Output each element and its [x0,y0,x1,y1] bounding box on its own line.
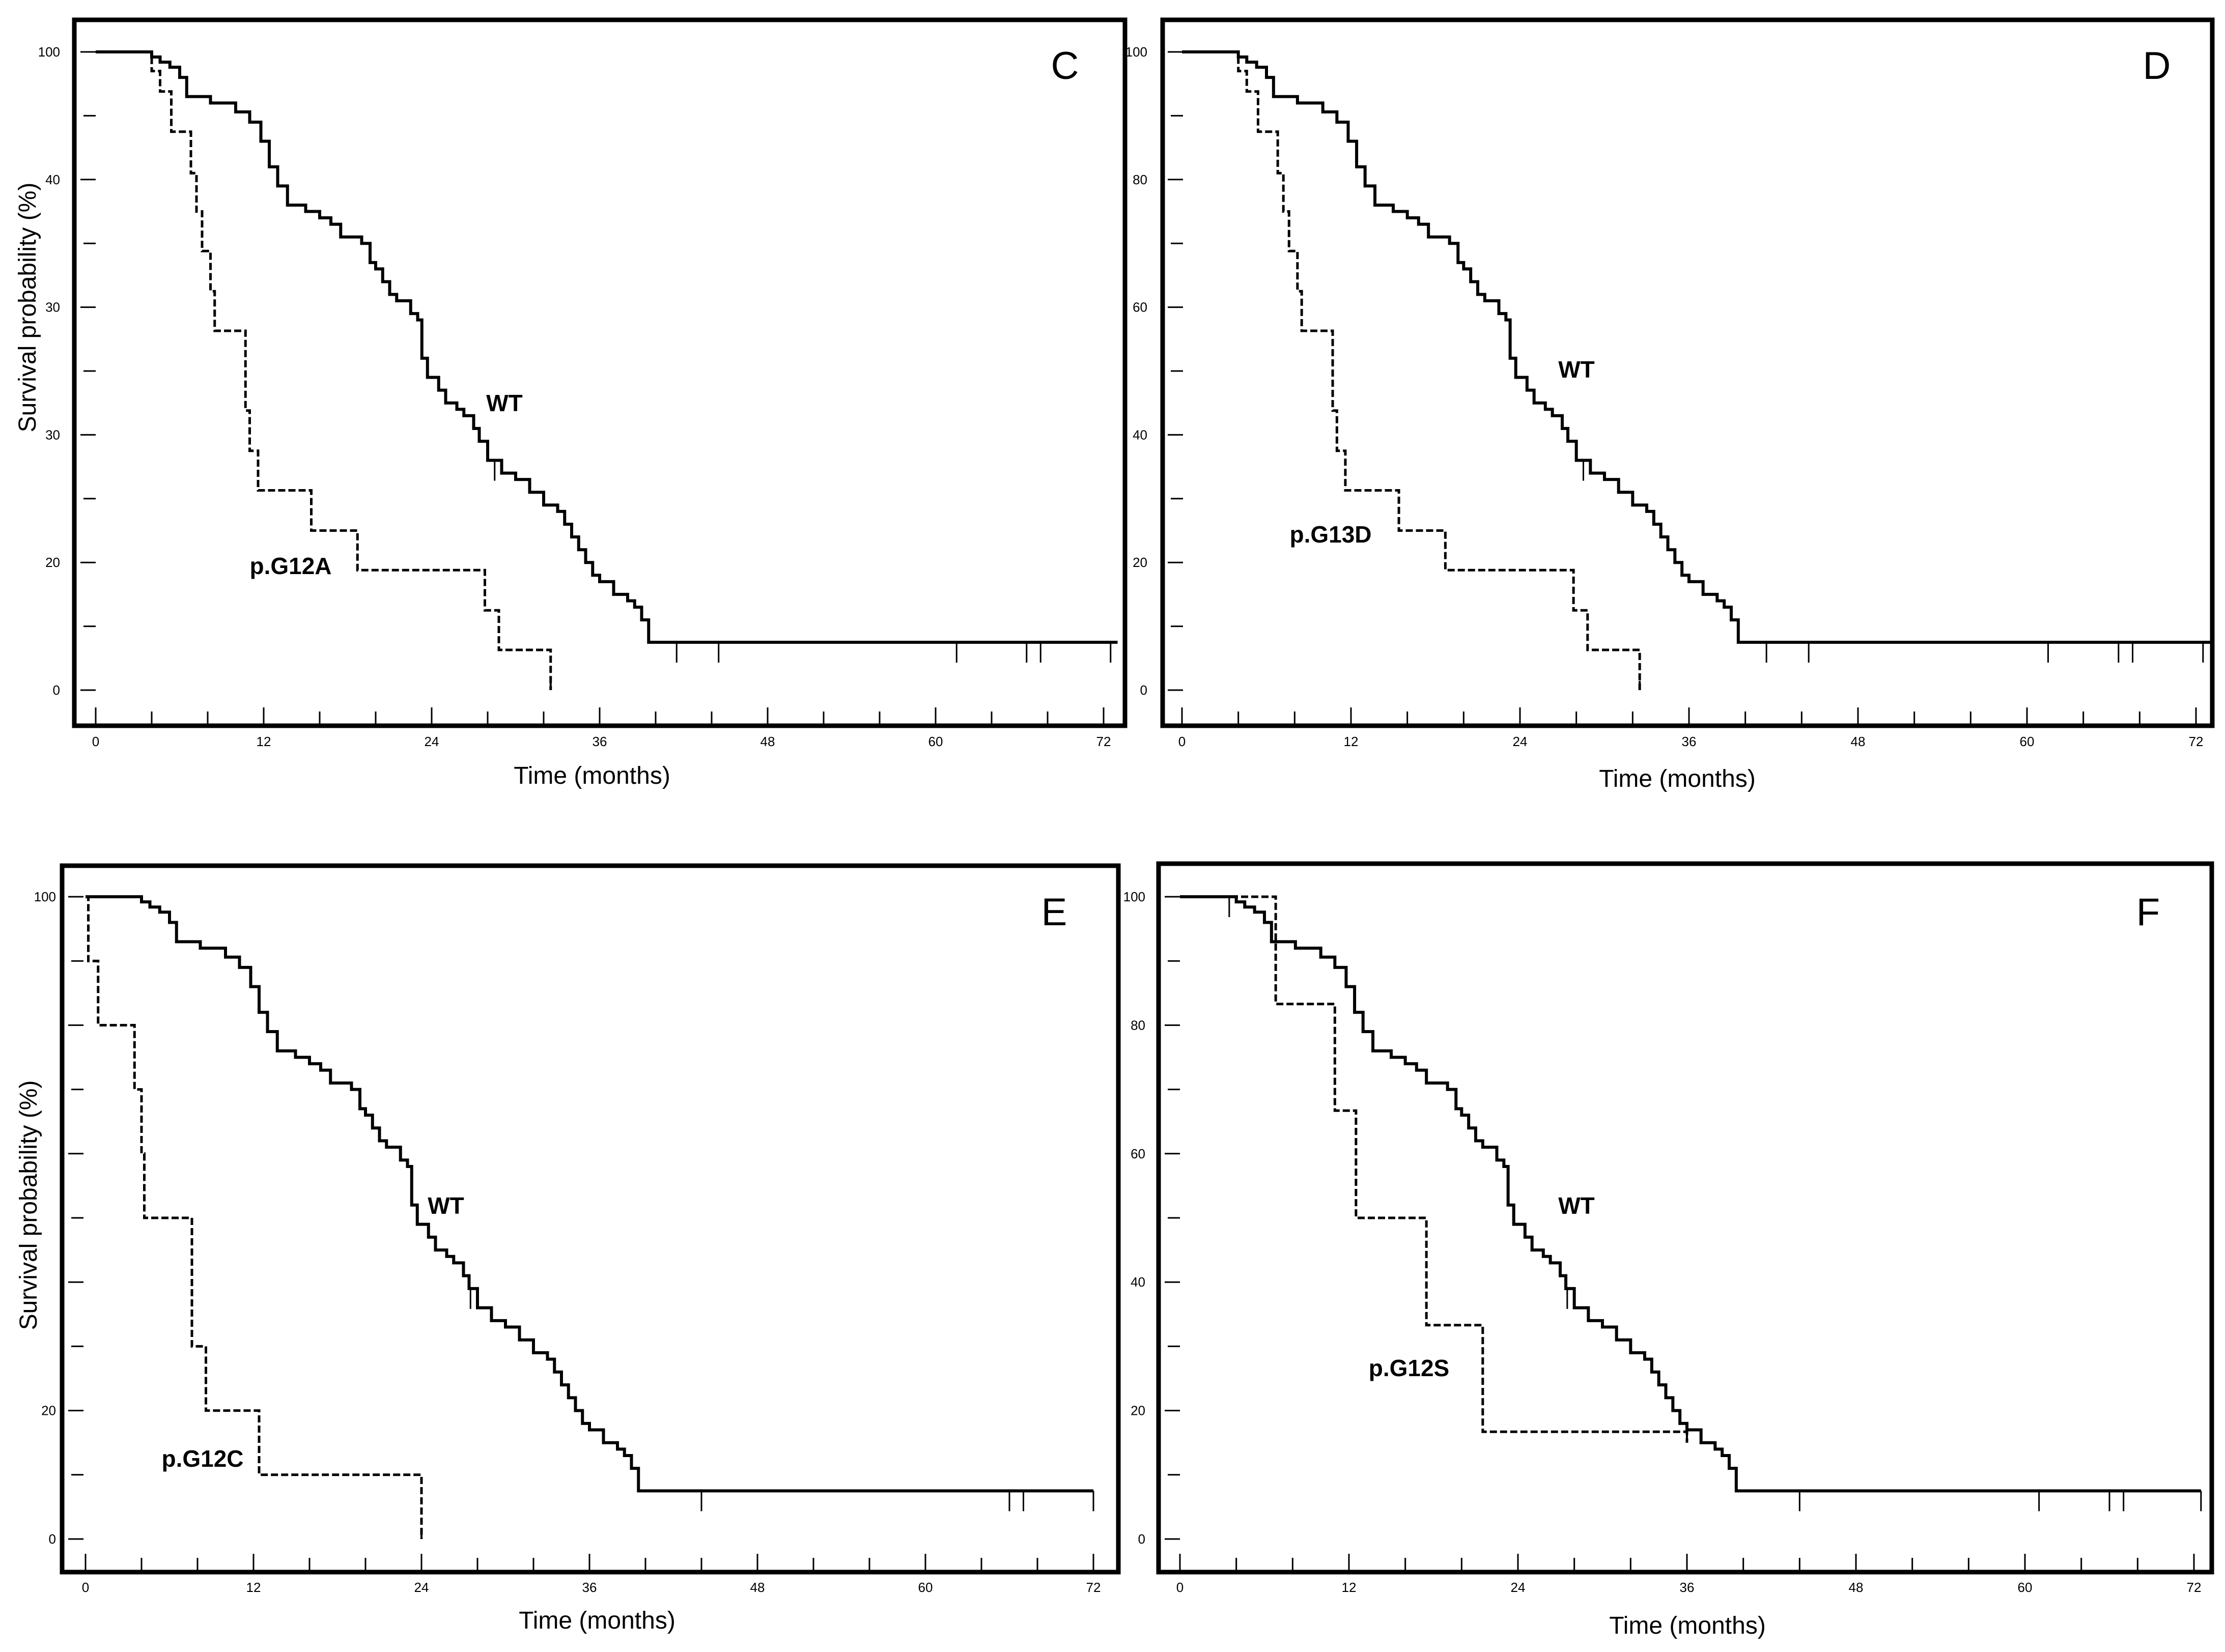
panel-letter-d: D [2143,44,2171,88]
x-tick-label: 72 [2189,734,2204,749]
x-tick-label: 0 [1178,734,1186,749]
y-tick-label: 0 [53,682,60,698]
x-tick-label: 72 [2187,1580,2202,1595]
survival-curve-wt [86,895,1093,1493]
x-tick-label: 12 [257,734,271,749]
x-tick-label: 72 [1086,1580,1101,1595]
x-tick-label: 24 [414,1580,429,1595]
x-tick-label: 12 [246,1580,261,1595]
survival-curve-pg12c [86,895,423,1539]
x-tick-label: 36 [593,734,607,749]
x-tick-label: 0 [92,734,99,749]
x-tick-label: 36 [1680,1580,1695,1595]
series-label-wt: WT [1558,356,1595,383]
x-axis-ticks: 0 12 24 36 48 60 72 [92,707,1111,749]
y-tick-label: 20 [45,555,60,570]
survival-curves [1180,895,2202,1512]
plot-frame [1156,861,2214,1575]
y-tick-label: 0 [49,1531,56,1547]
y-tick-label: 30 [45,300,60,315]
y-tick-label: 100 [38,44,60,60]
series-label-mutant: p.G12C [161,1445,243,1472]
series-label-mutant: p.G12S [1369,1355,1450,1381]
x-tick-label: 48 [750,1580,765,1595]
x-tick-label: 60 [2020,734,2035,749]
y-tick-label: 100 [34,889,56,904]
x-tick-label: 12 [1344,734,1359,749]
y-tick-label: 30 [45,427,60,442]
y-axis-title: Survival probability (%) [14,183,41,433]
x-axis-title: Time (months) [514,762,670,789]
survival-curves [86,895,1094,1539]
panel-letter-c: C [1051,44,1079,88]
panel-c: 0 20 30 30 40 100 0 12 24 36 48 60 72 Time (months)… [14,17,1128,789]
panel-d: 0 20 40 60 80 100 0 12 24 36 48 60 72 Time (months)… [1125,17,2215,792]
x-tick-label: 60 [2018,1580,2033,1595]
y-tick-label: 60 [1133,300,1147,315]
x-axis-title: Time (months) [1609,1612,1766,1639]
x-axis-title: Time (months) [519,1607,675,1634]
x-tick-label: 0 [1176,1580,1184,1595]
series-label-wt: WT [1558,1192,1595,1219]
y-axis-ticks: 0 20 100 [34,889,83,1547]
y-tick-label: 0 [1138,1531,1145,1547]
y-tick-label: 40 [45,172,60,187]
panel-e: 0 20 100 0 12 24 36 48 60 72 Time (months) Survi… [15,863,1121,1634]
y-tick-label: 100 [1125,44,1147,60]
y-tick-label: 20 [1133,555,1147,570]
y-tick-label: 100 [1123,889,1145,904]
series-label-wt: WT [486,390,523,416]
x-axis-ticks: 0 12 24 36 48 60 72 [1176,1554,2202,1595]
survival-curve-pg12s [1180,895,1688,1443]
panel-f: 0 20 40 60 80 100 0 12 24 36 48 60 72 Time (months)… [1123,861,2214,1639]
x-axis-title: Time (months) [1599,765,1756,792]
y-tick-label: 20 [41,1403,56,1418]
x-tick-label: 24 [425,734,439,749]
y-tick-label: 20 [1131,1403,1145,1418]
plot-frame [1160,17,2215,728]
x-axis-ticks: 0 12 24 36 48 60 72 [82,1554,1101,1595]
survival-curve-wt [96,50,1118,644]
x-tick-label: 48 [1851,734,1866,749]
y-axis-ticks: 0 20 30 30 40 100 [38,44,96,698]
y-tick-label: 40 [1133,427,1147,442]
y-tick-label: 0 [1140,682,1147,698]
survival-curve-wt [1180,895,2201,1493]
x-tick-label: 24 [1513,734,1528,749]
panel-letter-f: F [2136,891,2160,934]
series-label-wt: WT [428,1192,464,1219]
y-axis-title: Survival probability (%) [15,1080,42,1330]
survival-curves [1182,50,2210,690]
series-label-mutant: p.G12A [249,553,331,579]
panel-letter-e: E [1041,891,1067,934]
y-tick-label: 80 [1133,172,1147,187]
survival-curve-wt [1182,50,2210,644]
x-tick-label: 48 [1849,1580,1864,1595]
x-tick-label: 36 [1682,734,1697,749]
x-tick-label: 60 [918,1580,933,1595]
survival-curves [96,50,1118,690]
x-tick-label: 12 [1342,1580,1357,1595]
y-tick-label: 60 [1131,1146,1145,1161]
x-tick-label: 36 [582,1580,597,1595]
y-tick-label: 40 [1131,1274,1145,1290]
series-label-mutant: p.G13D [1289,521,1371,548]
y-axis-ticks: 0 20 40 60 80 100 [1123,889,1180,1547]
x-tick-label: 48 [761,734,775,749]
x-tick-label: 0 [82,1580,89,1595]
y-axis-ticks: 0 20 40 60 80 100 [1125,44,1183,698]
x-axis-ticks: 0 12 24 36 48 60 72 [1178,707,2204,749]
y-tick-label: 80 [1131,1017,1145,1033]
x-tick-label: 60 [928,734,943,749]
x-tick-label: 24 [1511,1580,1526,1595]
x-tick-label: 72 [1096,734,1111,749]
